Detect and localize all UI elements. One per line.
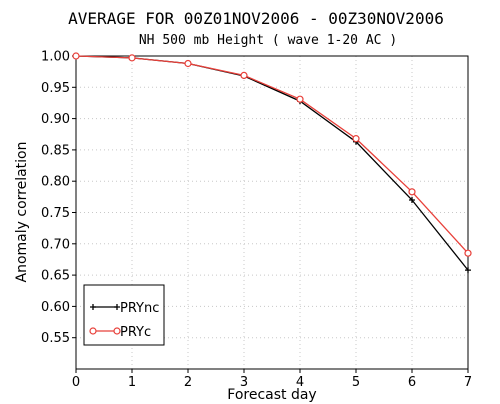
x-tick-label: 0 (72, 375, 80, 390)
data-point-pryc (128, 54, 136, 62)
legend-label-prync: PRYnc (120, 301, 159, 316)
grid (76, 56, 468, 369)
legend-marker-pryc (113, 327, 121, 335)
x-tick-label: 1 (128, 375, 136, 390)
legend-marker-pryc (89, 327, 97, 335)
y-tick-label: 0.65 (41, 269, 70, 284)
legend: PRYnc PRYc (83, 284, 165, 346)
data-point-pryc (240, 71, 248, 80)
x-axis-label: Forecast day (227, 387, 316, 403)
chart-title: AVERAGE FOR 00Z01NOV2006 - 00Z30NOV2006 (68, 9, 444, 28)
y-tick-label: 0.75 (41, 206, 70, 221)
data-point-pryc (408, 188, 416, 196)
data-point-pryc (184, 59, 192, 68)
data-point-pryc (352, 135, 360, 143)
x-tick-label: 7 (464, 375, 472, 390)
y-axis-label: Anomaly correlation (14, 142, 30, 283)
x-tick-label: 2 (184, 375, 192, 390)
y-tick-label: 1.00 (41, 50, 70, 65)
data-point-prync (465, 267, 471, 274)
data-point-pryc (464, 249, 472, 257)
x-tick-label: 5 (352, 375, 360, 390)
series (72, 52, 472, 274)
data-point-prync (409, 196, 415, 203)
y-tick-label: 0.55 (41, 331, 70, 346)
y-tick-label: 0.90 (41, 112, 70, 127)
y-tick-label: 0.70 (41, 237, 70, 252)
x-tick-label: 4 (296, 375, 304, 390)
axis-ticks: 0.55 0.60 0.65 0.70 0.75 0.80 0.85 0.90 0.95 1.00… (41, 50, 472, 391)
legend-marker-prync (90, 304, 120, 310)
y-tick-label: 0.80 (41, 175, 70, 190)
data-point-pryc (72, 52, 80, 60)
y-tick-label: 0.95 (41, 81, 70, 96)
legend-box (83, 284, 165, 346)
legend-label-pryc: PRYc (120, 325, 151, 340)
series-line-pryc (75, 55, 469, 254)
x-tick-label: 3 (240, 375, 248, 390)
y-tick-label: 0.60 (41, 300, 70, 315)
chart-subtitle: NH 500 mb Height ( wave 1-20 AC ) (139, 33, 397, 48)
x-tick-label: 6 (408, 375, 416, 390)
y-tick-label: 0.85 (41, 143, 70, 158)
series-line-prync (75, 55, 469, 271)
data-point-pryc (296, 95, 304, 103)
